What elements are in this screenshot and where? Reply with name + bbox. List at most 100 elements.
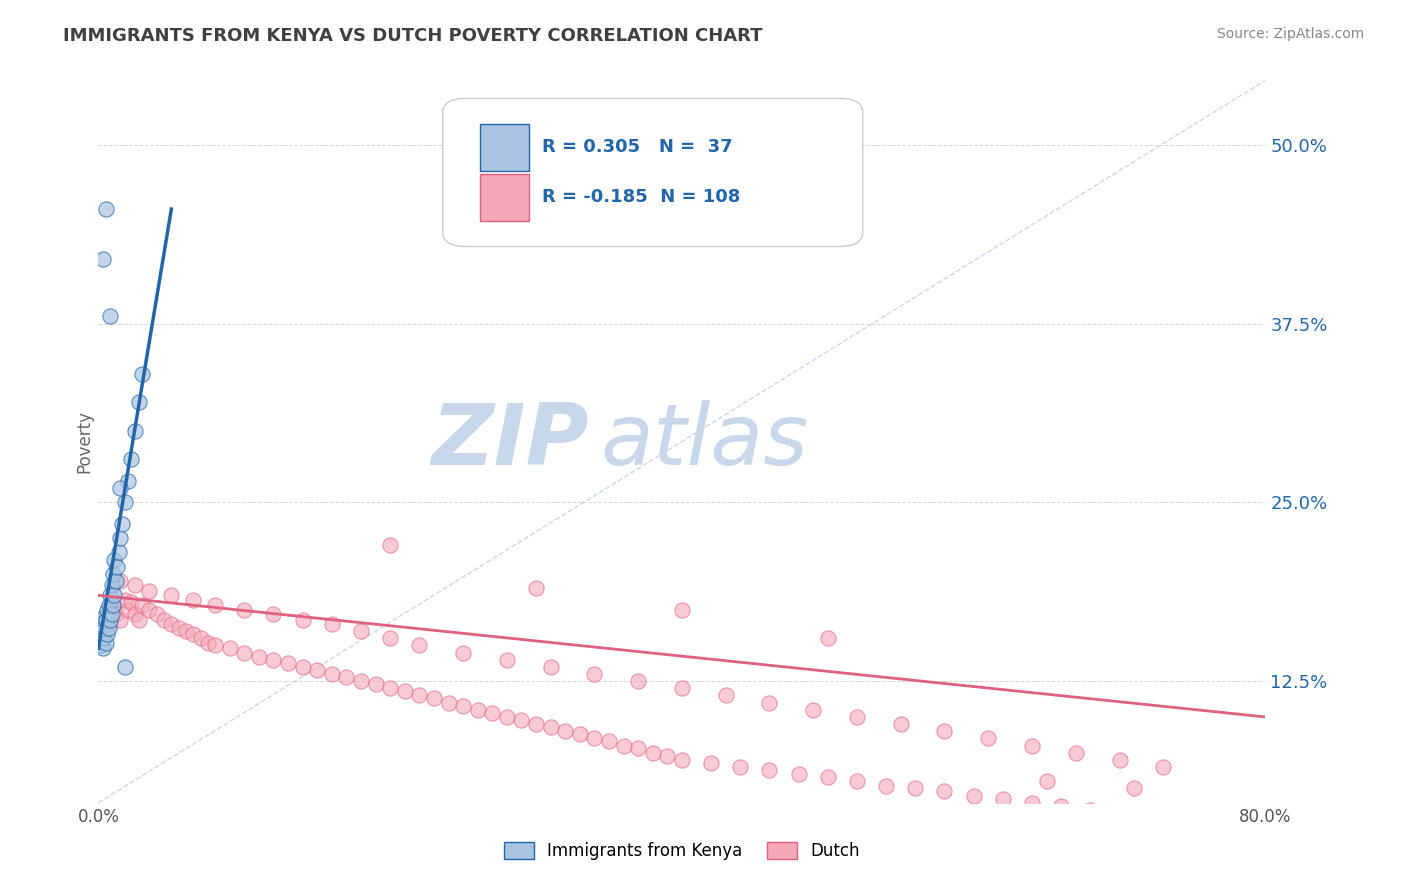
Point (262, 607, 284, 621)
Point (817, 770, 839, 784)
Point (90, 617, 112, 632)
Point (94, 635, 117, 649)
Point (104, 574, 127, 588)
Point (496, 710, 519, 724)
Legend: Immigrants from Kenya, Dutch: Immigrants from Kenya, Dutch (498, 835, 866, 867)
Point (700, 756, 723, 770)
Point (598, 734, 620, 748)
Point (131, 599, 153, 613)
Point (1021, 796, 1043, 810)
Point (1035, 774, 1057, 789)
Point (181, 592, 204, 607)
Text: IMMIGRANTS FROM KENYA VS DUTCH POVERTY CORRELATION CHART: IMMIGRANTS FROM KENYA VS DUTCH POVERTY C… (63, 27, 763, 45)
Point (1123, 781, 1146, 796)
Point (1108, 753, 1130, 767)
Point (89, 632, 111, 646)
Point (247, 649, 270, 664)
Point (524, 581, 547, 595)
Point (758, 763, 780, 777)
Point (1021, 739, 1043, 753)
Point (114, 592, 136, 607)
Point (167, 621, 190, 635)
Point (174, 624, 197, 639)
Point (117, 602, 139, 616)
Bar (479, 174, 529, 221)
Point (451, 646, 474, 660)
Point (103, 588, 125, 602)
Point (846, 710, 869, 724)
Point (671, 602, 693, 616)
Point (117, 474, 139, 488)
Point (408, 689, 430, 703)
Point (90, 639, 112, 653)
Point (657, 748, 679, 763)
Point (1225, 820, 1247, 834)
Point (1167, 813, 1189, 827)
Point (110, 574, 132, 588)
Point (110, 613, 132, 627)
Point (524, 717, 547, 731)
Point (101, 599, 124, 613)
Point (104, 607, 127, 621)
Point (101, 599, 124, 613)
Point (98, 617, 121, 632)
Point (120, 452, 142, 467)
Point (1195, 817, 1218, 831)
Point (540, 720, 562, 734)
Point (124, 578, 146, 592)
Point (554, 724, 576, 739)
Point (977, 731, 1000, 746)
Point (91, 624, 114, 639)
Point (97, 599, 120, 613)
Point (262, 653, 284, 667)
Point (190, 632, 212, 646)
Point (131, 367, 153, 381)
Point (96, 627, 118, 641)
Point (204, 599, 226, 613)
Point (1108, 805, 1130, 820)
Point (1064, 746, 1087, 760)
Point (875, 779, 897, 793)
Point (277, 656, 299, 670)
Point (671, 753, 693, 767)
Point (890, 717, 912, 731)
Point (105, 559, 128, 574)
Point (730, 760, 752, 774)
Point (423, 691, 446, 706)
Point (801, 703, 824, 717)
Point (94, 202, 117, 216)
Point (1080, 803, 1102, 817)
Point (817, 632, 839, 646)
Point (335, 670, 357, 684)
Point (204, 639, 226, 653)
Point (350, 674, 373, 689)
Point (934, 784, 956, 798)
Point (934, 724, 956, 739)
Point (98, 310, 121, 324)
Point (1152, 760, 1174, 774)
Point (93, 632, 115, 646)
FancyBboxPatch shape (443, 98, 863, 246)
Point (96, 602, 118, 616)
Point (233, 602, 256, 616)
Point (218, 641, 240, 656)
Point (758, 696, 780, 710)
Point (291, 660, 314, 674)
Point (94, 609, 117, 624)
Point (110, 481, 132, 495)
Point (98, 613, 121, 627)
Point (97, 621, 120, 635)
Point (568, 727, 591, 741)
Point (641, 746, 664, 760)
Point (153, 613, 176, 627)
Point (108, 545, 131, 559)
Point (101, 566, 124, 581)
Point (124, 607, 146, 621)
Point (510, 713, 533, 727)
Point (321, 667, 343, 681)
Point (394, 684, 416, 698)
Point (380, 632, 402, 646)
Text: Source: ZipAtlas.com: Source: ZipAtlas.com (1216, 27, 1364, 41)
Point (98, 588, 121, 602)
Point (100, 607, 122, 621)
